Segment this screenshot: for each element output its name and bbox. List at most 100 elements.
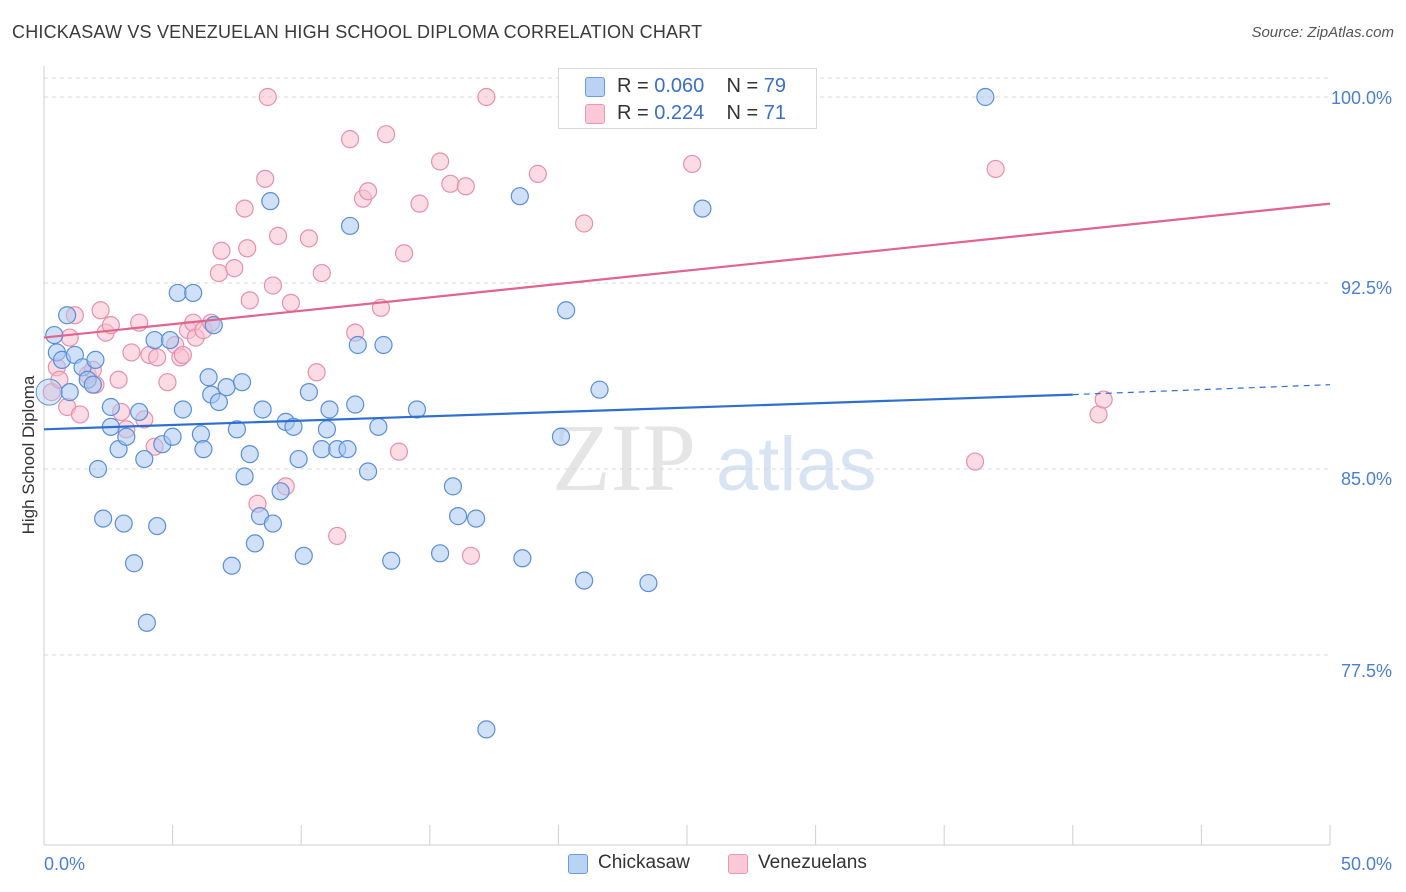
venezuelan-point: [528, 164, 547, 183]
venezuelan-trend-line: [43, 202, 1331, 339]
n-label: N =: [726, 75, 764, 97]
venezuelan-point: [965, 452, 985, 471]
r-value: 0.060: [654, 75, 705, 97]
chickasaw-point: [639, 573, 658, 593]
watermark-zip: ZIP: [552, 404, 696, 511]
chickasaw-point: [271, 482, 290, 501]
r-value: 0.224: [654, 102, 705, 124]
chickasaw-point: [199, 368, 218, 387]
chickasaw-point: [160, 330, 180, 350]
chickasaw-point: [209, 392, 228, 412]
chickasaw-point: [194, 440, 213, 459]
chickasaw-swatch: [585, 77, 605, 97]
chickasaw-point: [245, 534, 265, 553]
chickasaw-point: [235, 467, 254, 486]
chickasaw-point: [232, 373, 252, 392]
watermark-atlas: atlas: [716, 422, 877, 507]
chickasaw-point: [148, 516, 167, 536]
chickasaw-point: [135, 449, 154, 469]
venezuelan-point: [312, 263, 331, 283]
n-value: 79: [763, 75, 787, 97]
venezuelan-point: [376, 125, 396, 144]
chickasaw-point: [60, 383, 79, 402]
chickasaw-point: [348, 335, 367, 355]
n-label: N =: [726, 102, 764, 124]
chickasaw-point: [358, 462, 378, 481]
chickasaw-point: [510, 187, 529, 206]
chickasaw-trend-extension: [1072, 384, 1331, 396]
chickasaw-point: [284, 417, 303, 436]
tick-labels: 0.0% 50.0% 77.5% 85.0% 92.5% 100.0% High…: [19, 88, 1392, 874]
chickasaw-point: [312, 440, 331, 459]
chickasaw-point: [575, 571, 594, 590]
chickasaw-point: [466, 509, 486, 528]
chickasaw-point: [58, 306, 77, 325]
chickasaw-point: [557, 301, 576, 320]
venezuelan-swatch: [728, 854, 748, 874]
chickasaw-point: [430, 544, 450, 563]
chickasaw-point: [130, 402, 149, 422]
venezuelan-point: [209, 263, 228, 283]
venezuelan-point: [461, 546, 481, 565]
venezuelan-point: [575, 214, 594, 233]
venezuelan-point: [60, 328, 79, 347]
chickasaw-point: [477, 720, 496, 739]
chickasaw-trend-line: [43, 393, 1073, 431]
venezuelan-points: [42, 87, 1113, 565]
chickasaw-point: [299, 383, 319, 402]
chickasaw-point: [317, 420, 337, 439]
chickasaw-point: [94, 509, 113, 528]
axes: [43, 66, 1331, 846]
venezuelan-point: [240, 291, 259, 310]
n-value: 71: [763, 102, 787, 124]
venezuelan-point: [477, 87, 496, 107]
venezuelan-point: [148, 348, 167, 367]
chickasaw-point: [261, 192, 280, 211]
x-tick-label-max: 50.0%: [1341, 854, 1392, 874]
venezuelan-point: [358, 182, 378, 201]
chickasaw-point: [320, 400, 339, 419]
legend-label-venezuelans: Venezuelans: [758, 852, 867, 873]
venezuelan-point: [299, 229, 319, 248]
chickasaw-point: [693, 199, 712, 218]
trend-lines: [43, 202, 1331, 431]
venezuelan-point: [91, 301, 110, 320]
y-tick-label-85: 85.0%: [1341, 469, 1392, 489]
chickasaw-point: [191, 425, 210, 444]
chickasaw-point: [86, 350, 105, 369]
source-label: Source: ZipAtlas.com: [1251, 24, 1394, 41]
r-label: R =: [617, 75, 655, 97]
legend-label-chickasaw: Chickasaw: [598, 852, 690, 873]
venezuelan-point: [441, 174, 460, 193]
chickasaw-point: [222, 556, 241, 575]
chickasaw-point: [369, 417, 388, 436]
chickasaw-point: [374, 335, 393, 355]
chickasaw-point: [184, 283, 203, 303]
chickasaw-point: [289, 449, 308, 469]
chickasaw-point: [407, 400, 427, 419]
venezuelan-point: [238, 239, 257, 258]
venezuelan-point: [235, 199, 254, 218]
venezuelan-point: [212, 241, 231, 260]
venezuelan-point: [456, 177, 475, 196]
chickasaw-point: [294, 546, 313, 565]
venezuelan-point: [281, 293, 301, 312]
venezuelan-point: [109, 370, 128, 389]
venezuelan-point: [122, 343, 141, 362]
venezuelan-point: [158, 373, 177, 392]
chickasaw-point: [137, 613, 156, 632]
venezuelan-point: [394, 244, 414, 263]
chickasaw-point: [976, 87, 995, 107]
venezuelan-point: [173, 345, 192, 365]
chickasaw-point: [240, 445, 259, 464]
venezuelan-point: [256, 169, 275, 188]
chickasaw-point: [145, 330, 164, 350]
stats-legend: R = 0.060 N = 79 R = 0.224 N = 71: [558, 68, 817, 129]
chickasaw-point: [217, 378, 236, 397]
chickasaw-point: [117, 427, 136, 446]
chickasaw-point: [83, 375, 102, 394]
r-label: R =: [617, 102, 655, 124]
venezuelan-point: [70, 405, 90, 424]
venezuelan-point: [986, 159, 1005, 179]
